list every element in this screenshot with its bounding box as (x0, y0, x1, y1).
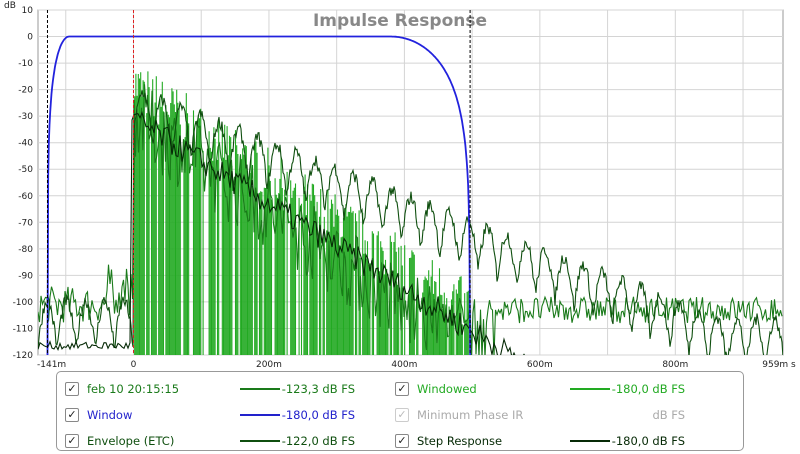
legend-item[interactable]: ✓ Minimum Phase IR (395, 405, 523, 425)
x-tick-label: 400m (391, 360, 417, 370)
legend-value: -122,0 dB FS (281, 434, 355, 448)
legend-swatch (240, 440, 280, 442)
y-tick-label: -80 (18, 245, 33, 255)
legend-value: dB FS (652, 408, 685, 422)
y-tick-label: -10 (18, 59, 33, 69)
legend-checkbox[interactable]: ✓ (395, 434, 409, 448)
x-tick-label: 800m (662, 360, 688, 370)
x-tick-label: 0 (131, 360, 137, 370)
y-tick-label: 0 (27, 33, 33, 43)
legend-checkbox[interactable]: ✓ (65, 382, 79, 396)
x-tick-label: 200m (256, 360, 282, 370)
y-tick-label: -40 (18, 139, 33, 149)
y-tick-label: -60 (18, 192, 33, 202)
series-group (38, 35, 783, 355)
legend-label: Minimum Phase IR (417, 408, 524, 422)
y-tick-label: -50 (18, 165, 33, 175)
legend-checkbox[interactable]: ✓ (395, 382, 409, 396)
impulse-response-chart[interactable]: Impulse Response dB 10 0 -10 -20 -30 -40 -50 -60 -… (0, 0, 800, 370)
legend-label: feb 10 20:15:15 (87, 382, 180, 396)
legend-swatch (570, 388, 610, 390)
legend-item[interactable]: ✓ Envelope (ETC) (65, 431, 174, 451)
legend-swatch (240, 388, 280, 390)
legend-item[interactable]: ✓ Step Response (395, 431, 502, 451)
chart-title: Impulse Response (313, 11, 487, 31)
legend-label: Step Response (417, 434, 503, 448)
legend-checkbox[interactable]: ✓ (65, 408, 79, 422)
y-tick-label: -110 (13, 324, 34, 334)
y-tick-label: -70 (18, 218, 33, 228)
x-tick-label: 600m (527, 360, 553, 370)
x-tick-label: -141m (37, 360, 66, 370)
legend-item[interactable]: ✓ feb 10 20:15:15 (65, 379, 179, 399)
legend-panel: ✓ feb 10 20:15:15 -123,3 dB FS ✓ Window -180,… (56, 371, 744, 451)
legend-label: Window (87, 408, 133, 422)
y-tick-label: -90 (18, 271, 33, 281)
y-tick-label: 10 (22, 6, 34, 16)
legend-label: Windowed (417, 382, 477, 396)
y-tick-label: -100 (13, 298, 34, 308)
y-axis-unit: dB (4, 1, 16, 11)
legend-item[interactable]: ✓ Window (65, 405, 132, 425)
legend-item[interactable]: ✓ Windowed (395, 379, 477, 399)
legend-label: Envelope (ETC) (87, 434, 175, 448)
legend-value: -180,0 dB FS (611, 382, 685, 396)
legend-value: -180,0 dB FS (611, 434, 685, 448)
step-response-series (38, 111, 526, 355)
window-series (46, 35, 471, 355)
legend-checkbox[interactable]: ✓ (65, 434, 79, 448)
envelope-series (38, 90, 783, 355)
measurement-series (38, 84, 783, 355)
legend-value: -180,0 dB FS (281, 408, 355, 422)
legend-swatch (570, 440, 610, 442)
y-tick-label: -30 (18, 112, 33, 122)
x-tick-label: 959m s (762, 360, 796, 370)
legend-value: -123,3 dB FS (281, 382, 355, 396)
y-tick-label: -120 (13, 351, 34, 361)
legend-swatch (240, 414, 280, 416)
legend-checkbox[interactable]: ✓ (395, 408, 409, 422)
y-tick-label: -20 (18, 86, 33, 96)
